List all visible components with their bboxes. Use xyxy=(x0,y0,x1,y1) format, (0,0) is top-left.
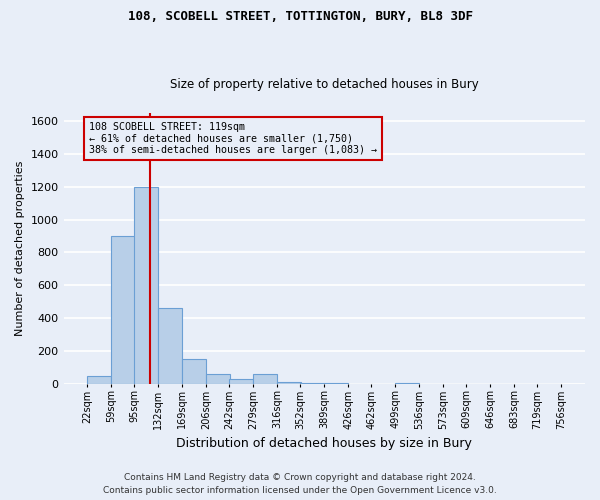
Bar xyxy=(301,383,324,384)
Text: Contains HM Land Registry data © Crown copyright and database right 2024.
Contai: Contains HM Land Registry data © Crown c… xyxy=(103,474,497,495)
Bar xyxy=(324,383,348,384)
Bar xyxy=(134,187,158,384)
Bar xyxy=(253,374,277,384)
Bar xyxy=(182,359,206,384)
X-axis label: Distribution of detached houses by size in Bury: Distribution of detached houses by size … xyxy=(176,437,472,450)
Bar xyxy=(111,236,135,384)
Text: 108, SCOBELL STREET, TOTTINGTON, BURY, BL8 3DF: 108, SCOBELL STREET, TOTTINGTON, BURY, B… xyxy=(128,10,473,23)
Bar xyxy=(229,379,253,384)
Bar xyxy=(277,382,301,384)
Bar xyxy=(87,376,111,384)
Bar xyxy=(395,383,419,384)
Text: 108 SCOBELL STREET: 119sqm
← 61% of detached houses are smaller (1,750)
38% of s: 108 SCOBELL STREET: 119sqm ← 61% of deta… xyxy=(89,122,377,155)
Y-axis label: Number of detached properties: Number of detached properties xyxy=(15,160,25,336)
Bar xyxy=(206,374,230,384)
Bar xyxy=(158,308,182,384)
Title: Size of property relative to detached houses in Bury: Size of property relative to detached ho… xyxy=(170,78,479,91)
